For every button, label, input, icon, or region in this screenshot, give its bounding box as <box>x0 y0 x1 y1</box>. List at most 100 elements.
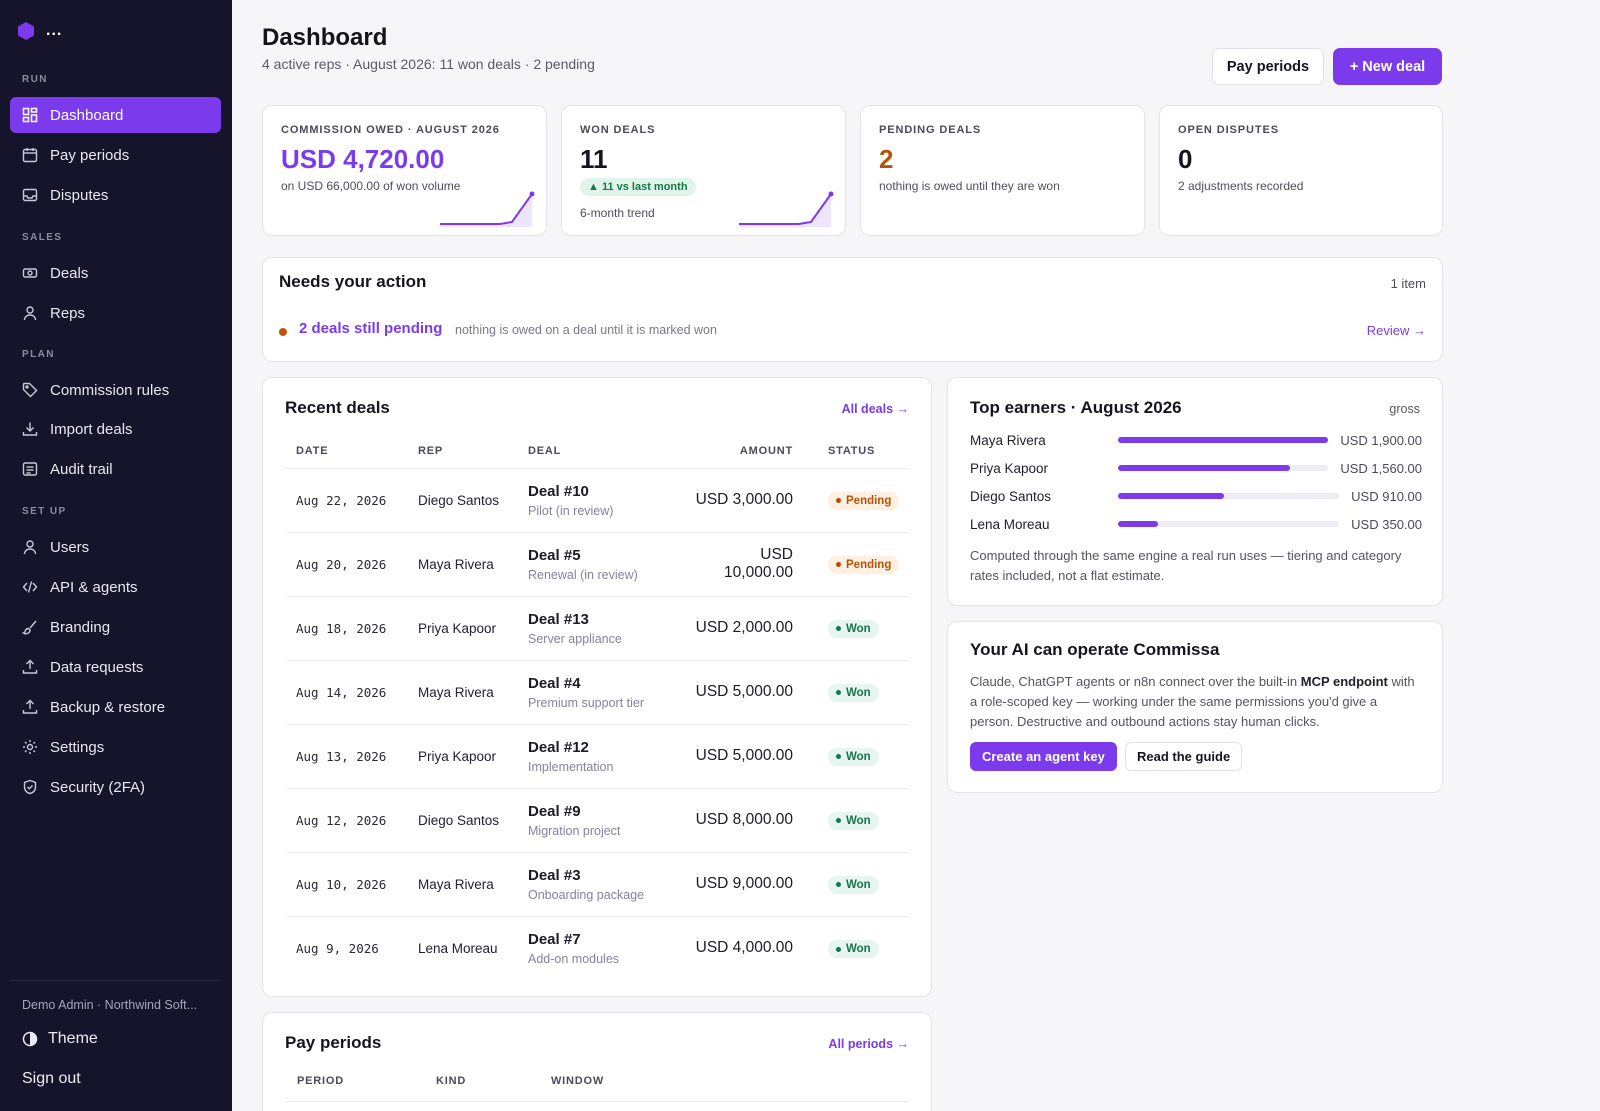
sidebar-item-audit-trail[interactable]: Audit trail <box>10 451 221 487</box>
table-row[interactable]: Aug 12, 2026 Diego Santos Deal #9 Migration… <box>285 788 909 853</box>
sparkline <box>440 191 535 227</box>
deal-name[interactable]: Deal #13 <box>528 610 589 628</box>
deal-status-cell: Won <box>817 596 909 661</box>
sidebar-item-label: Dashboard <box>50 106 124 124</box>
deal-cell[interactable]: Deal #5 Renewal (in review) <box>517 532 677 597</box>
deal-cell[interactable]: Deal #3 Onboarding package <box>517 852 677 917</box>
table-row[interactable]: Aug 9, 2026 Lena Moreau Deal #7 Add-on modu… <box>285 916 909 980</box>
kpi-note: 6-month trend <box>580 206 655 220</box>
earner-row: Diego Santos USD 910.00 <box>970 486 1422 506</box>
sidebar-item-import-deals[interactable]: Import deals <box>10 411 221 447</box>
pay-periods-button[interactable]: Pay periods <box>1212 48 1324 85</box>
user-icon <box>23 540 37 555</box>
sidebar-item-label: Backup & restore <box>50 698 166 716</box>
create-agent-key-button[interactable]: Create an agent key <box>970 742 1117 771</box>
status-label: Won <box>846 814 871 827</box>
table-row[interactable]: Aug 18, 2026 Priya Kapoor Deal #13 Server a… <box>285 596 909 661</box>
kpi-note: nothing is owed until they are won <box>879 179 1060 193</box>
review-link[interactable]: Review → <box>1366 323 1426 338</box>
status-badge: Won <box>828 747 879 766</box>
sidebar-item-label: Data requests <box>50 658 144 676</box>
sidebar-item-pay-periods[interactable]: Pay periods <box>10 137 221 173</box>
deal-amount: USD 3,000.00 <box>677 468 817 533</box>
sidebar-item-disputes[interactable]: Disputes <box>10 177 221 213</box>
page-title: Dashboard <box>262 24 388 51</box>
deal-status-cell: Pending <box>817 468 909 533</box>
deal-rep: Maya Rivera <box>407 532 517 597</box>
earner-bar-fill <box>1118 493 1225 499</box>
deal-rep: Maya Rivera <box>407 660 517 725</box>
divider <box>285 1101 909 1102</box>
deal-cell[interactable]: Deal #10 Pilot (in review) <box>517 468 677 533</box>
sidebar-item-data-requests[interactable]: Data requests <box>10 649 221 685</box>
gear-icon <box>23 740 37 754</box>
earner-amount: USD 1,900.00 <box>1340 432 1422 448</box>
needs-action-card: Needs your action 1 item 2 deals still p… <box>262 257 1443 362</box>
sidebar-item-backup-restore[interactable]: Backup & restore <box>10 689 221 725</box>
deal-name[interactable]: Deal #7 <box>528 930 581 948</box>
theme-toggle[interactable]: Theme <box>22 1030 98 1048</box>
all-periods-link[interactable]: All periods → <box>828 1037 909 1051</box>
deal-name[interactable]: Deal #12 <box>528 738 589 756</box>
deal-date: Aug 13, 2026 <box>285 724 407 789</box>
deal-name[interactable]: Deal #10 <box>528 482 589 500</box>
deal-name[interactable]: Deal #5 <box>528 546 581 564</box>
deal-cell[interactable]: Deal #12 Implementation <box>517 724 677 789</box>
status-dot <box>836 562 841 568</box>
sidebar-item-settings[interactable]: Settings <box>10 729 221 765</box>
earner-amount: USD 910.00 <box>1351 488 1422 504</box>
earner-amount: USD 350.00 <box>1351 516 1422 532</box>
status-badge: Won <box>828 683 879 702</box>
all-deals-link[interactable]: All deals → <box>841 402 909 416</box>
sidebar-item-label: Disputes <box>50 186 109 204</box>
deal-name[interactable]: Deal #3 <box>528 866 581 884</box>
kpi-value: 11 <box>580 144 608 174</box>
table-row[interactable]: Aug 13, 2026 Priya Kapoor Deal #12 Implemen… <box>285 724 909 789</box>
table-row[interactable]: Aug 22, 2026 Diego Santos Deal #10 Pilot (i… <box>285 468 909 533</box>
nav-section-setup: SET UP <box>22 506 67 517</box>
pending-deals-link[interactable]: 2 deals still pending <box>299 320 443 337</box>
recent-deals-card: Recent deals All deals → DATE REP DEAL A… <box>262 377 932 997</box>
sidebar-item-label: Pay periods <box>50 146 130 164</box>
earner-bar <box>1118 493 1340 499</box>
sidebar-item-commission-rules[interactable]: Commission rules <box>10 372 221 408</box>
sidebar-item-api-agents[interactable]: API & agents <box>10 569 221 605</box>
earners-note: Computed through the same engine a real … <box>970 548 1402 583</box>
deal-name[interactable]: Deal #4 <box>528 674 581 692</box>
status-label: Pending <box>846 494 892 507</box>
deal-status-cell: Pending <box>817 532 909 597</box>
action-count: 1 item <box>1390 276 1426 291</box>
sidebar-item-security[interactable]: Security (2FA) <box>10 769 221 805</box>
brand[interactable]: ... <box>18 22 62 40</box>
new-deal-button[interactable]: + New deal <box>1333 48 1442 85</box>
deal-cell[interactable]: Deal #9 Migration project <box>517 788 677 853</box>
deal-cell[interactable]: Deal #13 Server appliance <box>517 596 677 661</box>
table-row[interactable]: Aug 20, 2026 Maya Rivera Deal #5 Renewal (i… <box>285 532 909 597</box>
deal-status-cell: Won <box>817 788 909 853</box>
sidebar-item-reps[interactable]: Reps <box>10 295 221 331</box>
pay-periods-card: Pay periods All periods → PERIOD KIND WI… <box>262 1012 932 1111</box>
table-header-row: DATE REP DEAL AMOUNT STATUS <box>285 434 909 469</box>
sidebar-item-deals[interactable]: Deals <box>10 255 221 291</box>
sidebar: ... RUN Dashboard Pay periods Disputes S… <box>0 0 232 1111</box>
earner-bar-fill <box>1118 521 1158 527</box>
deal-cell[interactable]: Deal #7 Add-on modules <box>517 916 677 980</box>
status-label: Won <box>846 686 871 699</box>
sign-out-link[interactable]: Sign out <box>22 1070 81 1087</box>
sidebar-item-branding[interactable]: Branding <box>10 609 221 645</box>
deal-rep: Priya Kapoor <box>407 596 517 661</box>
table-row[interactable]: Aug 10, 2026 Maya Rivera Deal #3 Onboarding… <box>285 852 909 917</box>
read-guide-button[interactable]: Read the guide <box>1125 742 1243 771</box>
ai-card-body: Claude, ChatGPT agents or n8n connect ov… <box>970 672 1420 732</box>
deal-status-cell: Won <box>817 724 909 789</box>
upload-icon <box>22 659 38 674</box>
deal-name[interactable]: Deal #9 <box>528 802 581 820</box>
table-row[interactable]: Aug 14, 2026 Maya Rivera Deal #4 Premium su… <box>285 660 909 725</box>
sidebar-item-users[interactable]: Users <box>10 529 221 565</box>
deal-rep: Maya Rivera <box>407 852 517 917</box>
deal-date: Aug 18, 2026 <box>285 596 407 661</box>
deal-date: Aug 20, 2026 <box>285 532 407 597</box>
deal-cell[interactable]: Deal #4 Premium support tier <box>517 660 677 725</box>
sidebar-item-dashboard[interactable]: Dashboard <box>10 97 221 133</box>
page-subtitle: 4 active reps · August 2026: 11 won deal… <box>262 56 595 72</box>
